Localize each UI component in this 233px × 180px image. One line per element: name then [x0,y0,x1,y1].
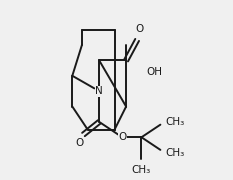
Text: OH: OH [146,67,162,77]
Text: N: N [95,86,103,96]
Text: CH₃: CH₃ [165,148,185,158]
Text: O: O [118,132,126,142]
Text: CH₃: CH₃ [165,117,185,127]
Text: CH₃: CH₃ [132,165,151,175]
Text: O: O [76,138,84,148]
Text: O: O [135,24,144,35]
